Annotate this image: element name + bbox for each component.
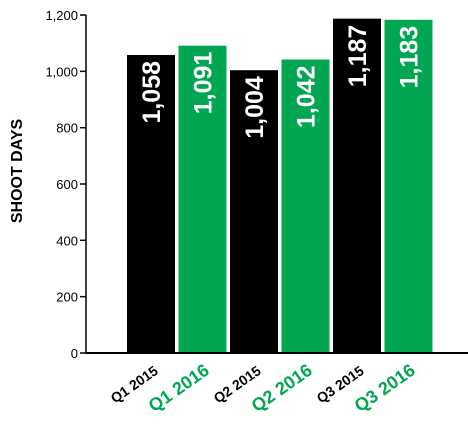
y-axis-title: SHOOT DAYS xyxy=(9,119,26,224)
bar-q1-2016 xyxy=(178,45,227,354)
y-tick-label: 0 xyxy=(71,346,78,361)
bar-value-label: 1,042 xyxy=(293,66,321,129)
bar-value-label: 1,058 xyxy=(138,61,166,124)
bars: 1,058 1,091 1,004 1,042 1,187 1,183 xyxy=(127,18,433,354)
y-tick-label: 800 xyxy=(56,121,78,136)
bar-value-label: 1,187 xyxy=(344,25,372,88)
bar-q2-2015 xyxy=(230,70,278,353)
bar-q1-2015 xyxy=(127,54,175,353)
bar-q3-2015 xyxy=(333,18,381,353)
y-tick-label: 600 xyxy=(56,177,78,192)
y-axis: 0 200 400 600 800 1,000 1,200 xyxy=(45,8,87,361)
bar-q3-2016 xyxy=(384,19,433,354)
bar-value-label: 1,091 xyxy=(190,52,218,115)
bar-value-label: 1,004 xyxy=(241,76,269,139)
bar-value-label: 1,183 xyxy=(396,26,424,89)
bar-q2-2016 xyxy=(281,59,330,354)
y-tick-label: 1,000 xyxy=(45,64,78,79)
y-tick-label: 200 xyxy=(56,290,78,305)
y-tick-label: 1,200 xyxy=(45,8,78,23)
y-tick-label: 400 xyxy=(56,233,78,248)
